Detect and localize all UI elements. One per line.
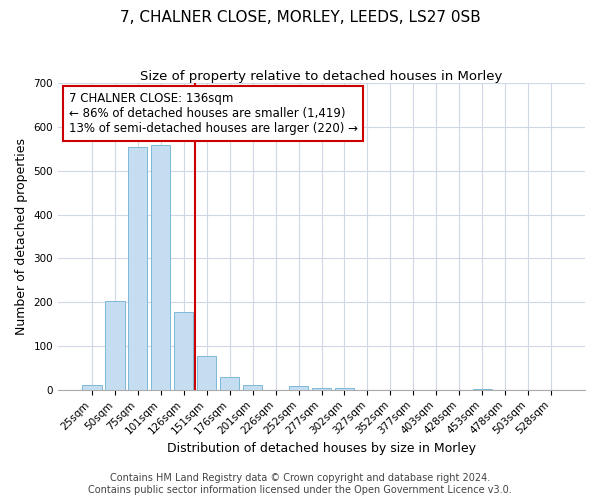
- Bar: [473, 388, 492, 390]
- Bar: [220, 377, 239, 390]
- Text: 7, CHALNER CLOSE, MORLEY, LEEDS, LS27 0SB: 7, CHALNER CLOSE, MORLEY, LEEDS, LS27 0S…: [119, 10, 481, 25]
- Bar: [82, 384, 101, 390]
- Bar: [151, 145, 170, 390]
- Bar: [197, 356, 217, 390]
- Text: Contains HM Land Registry data © Crown copyright and database right 2024.
Contai: Contains HM Land Registry data © Crown c…: [88, 474, 512, 495]
- X-axis label: Distribution of detached houses by size in Morley: Distribution of detached houses by size …: [167, 442, 476, 455]
- Bar: [174, 312, 193, 390]
- Bar: [128, 148, 148, 390]
- Bar: [289, 386, 308, 390]
- Text: 7 CHALNER CLOSE: 136sqm
← 86% of detached houses are smaller (1,419)
13% of semi: 7 CHALNER CLOSE: 136sqm ← 86% of detache…: [68, 92, 358, 135]
- Bar: [335, 388, 354, 390]
- Bar: [243, 386, 262, 390]
- Bar: [105, 301, 125, 390]
- Bar: [312, 388, 331, 390]
- Y-axis label: Number of detached properties: Number of detached properties: [15, 138, 28, 335]
- Title: Size of property relative to detached houses in Morley: Size of property relative to detached ho…: [140, 70, 503, 83]
